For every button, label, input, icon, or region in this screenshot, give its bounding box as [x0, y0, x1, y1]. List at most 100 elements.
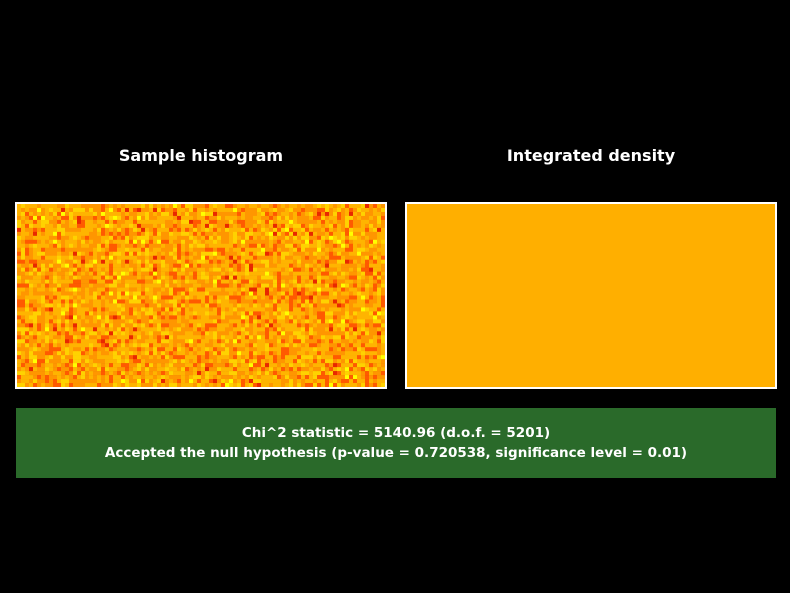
histogram-bin [369, 375, 374, 380]
histogram-bin [373, 343, 378, 348]
histogram-bin [253, 307, 258, 312]
histogram-bin [41, 355, 46, 360]
histogram-bin [45, 379, 50, 384]
histogram-bin [21, 383, 26, 387]
histogram-bin [181, 295, 186, 300]
histogram-bin [289, 275, 294, 280]
histogram-bin [89, 263, 94, 268]
histogram-bin [113, 331, 118, 336]
histogram-bin [117, 255, 122, 260]
histogram-bin [33, 239, 38, 245]
histogram-bin [73, 231, 78, 237]
histogram-bin [337, 323, 342, 328]
histogram-bin [125, 215, 130, 221]
histogram-bin [193, 259, 198, 264]
histogram-bin [173, 204, 178, 209]
histogram-bin [209, 271, 214, 276]
histogram-bin [101, 219, 106, 225]
histogram-bin [133, 367, 138, 372]
histogram-bin [345, 223, 350, 229]
histogram-bin [73, 267, 78, 272]
histogram-bin [297, 243, 302, 249]
histogram-bin [289, 223, 294, 229]
histogram-bin [57, 295, 62, 300]
histogram-bin [281, 363, 286, 368]
histogram-bin [189, 227, 194, 233]
histogram-bin [201, 211, 206, 217]
histogram-bin [153, 235, 158, 241]
histogram-bin [297, 367, 302, 372]
histogram-bin [213, 331, 218, 336]
histogram-bin [101, 307, 106, 312]
histogram-bin [233, 227, 238, 233]
histogram-bin [229, 347, 234, 352]
histogram-bin [277, 235, 282, 241]
histogram-bin [45, 223, 50, 229]
histogram-bin [349, 375, 354, 380]
histogram-bin [133, 247, 138, 253]
histogram-bin [289, 251, 294, 257]
histogram-bin [365, 255, 370, 260]
histogram-bin [305, 291, 310, 296]
histogram-bin [237, 375, 242, 380]
histogram-bin [349, 279, 354, 284]
histogram-bin [17, 307, 22, 312]
histogram-bin [25, 331, 30, 336]
histogram-bin [29, 351, 34, 356]
histogram-bin [317, 259, 322, 264]
histogram-bin [237, 271, 242, 276]
histogram-bin [165, 231, 170, 237]
histogram-bin [89, 375, 94, 380]
histogram-bin [285, 271, 290, 276]
histogram-bin [153, 315, 158, 320]
histogram-bin [377, 215, 382, 221]
histogram-bin [53, 271, 58, 276]
histogram-bin [213, 219, 218, 225]
histogram-bin [277, 295, 282, 300]
histogram-bin [61, 307, 66, 312]
histogram-bin [157, 339, 162, 344]
histogram-bin [257, 355, 262, 360]
histogram-bin [237, 251, 242, 257]
histogram-bin [373, 339, 378, 344]
histogram-bin [329, 251, 334, 257]
histogram-bin [81, 355, 86, 360]
histogram-bin [193, 335, 198, 340]
histogram-bin [205, 339, 210, 344]
histogram-bin [77, 299, 82, 304]
histogram-bin [345, 355, 350, 360]
histogram-bin [261, 259, 266, 264]
histogram-bin [205, 355, 210, 360]
histogram-bin [301, 303, 306, 308]
histogram-bin [157, 319, 162, 324]
histogram-bin [33, 271, 38, 276]
histogram-bin [145, 367, 150, 372]
histogram-bin [349, 251, 354, 257]
histogram-bin [81, 303, 86, 308]
histogram-bin [181, 255, 186, 260]
histogram-bin [169, 307, 174, 312]
histogram-bin [137, 243, 142, 249]
histogram-bin [209, 207, 214, 213]
histogram-bin [149, 295, 154, 300]
histogram-bin [181, 335, 186, 340]
histogram-bin [209, 247, 214, 253]
histogram-bin [381, 215, 385, 221]
histogram-bin [137, 359, 142, 364]
histogram-bin [325, 315, 330, 320]
histogram-bin [373, 355, 378, 360]
histogram-bin [53, 255, 58, 260]
histogram-bin [257, 315, 262, 320]
histogram-bin [261, 251, 266, 257]
histogram-bin [177, 331, 182, 336]
histogram-bin [333, 291, 338, 296]
histogram-bin [165, 335, 170, 340]
histogram-bin [193, 271, 198, 276]
histogram-bin [361, 223, 366, 229]
histogram-bin [85, 299, 90, 304]
histogram-bin [313, 319, 318, 324]
histogram-bin [189, 335, 194, 340]
histogram-bin [321, 339, 326, 344]
histogram-bin [217, 251, 222, 257]
histogram-bin [89, 359, 94, 364]
